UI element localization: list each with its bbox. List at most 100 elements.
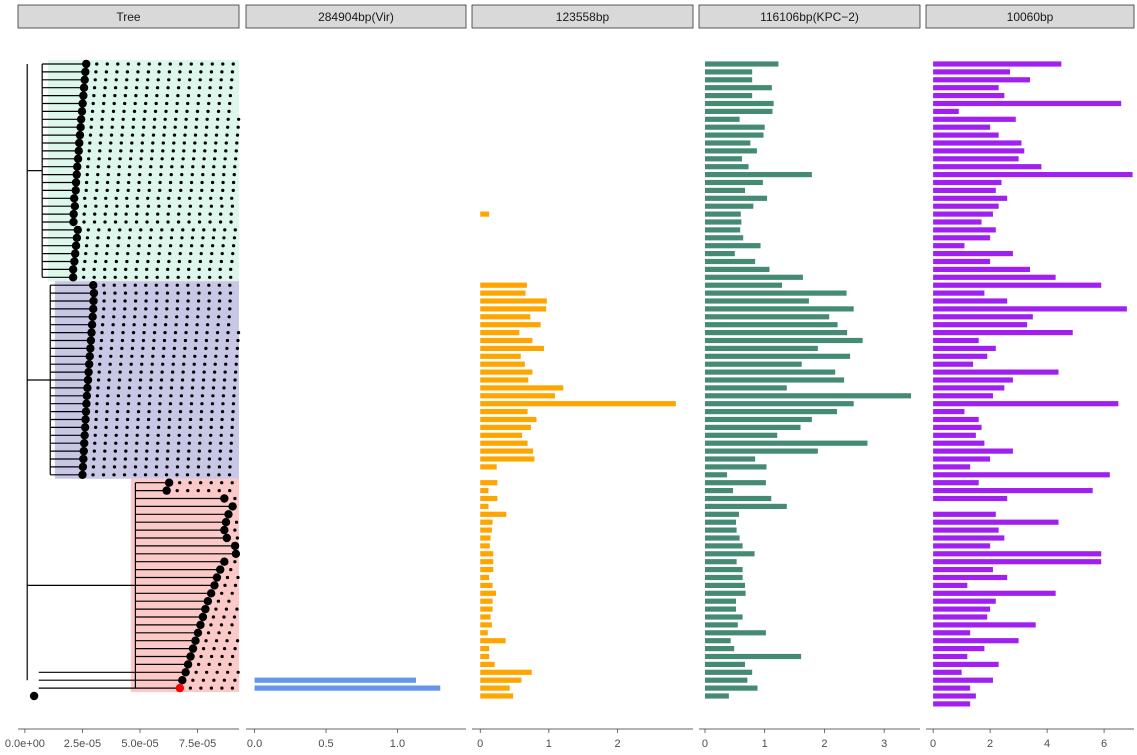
bar (933, 574, 1008, 581)
bar (480, 503, 489, 509)
bar (933, 535, 1005, 541)
bar (933, 298, 1008, 304)
bar (704, 598, 737, 604)
bar (704, 685, 758, 691)
tip-point (68, 265, 78, 274)
tip-point (81, 407, 91, 416)
bar (704, 409, 837, 415)
bar (933, 235, 991, 241)
x-tick-label: 0.5 (318, 738, 333, 750)
bar (933, 77, 1030, 83)
bar (480, 448, 534, 454)
tip-point (231, 549, 241, 558)
bar (933, 464, 971, 470)
bar (933, 551, 1102, 557)
tip-point (80, 75, 89, 85)
bar (704, 653, 802, 660)
tip-point (82, 59, 91, 69)
bar (933, 203, 999, 209)
bar (933, 164, 1042, 170)
bar (933, 424, 982, 430)
tip-point (78, 470, 87, 479)
bar (933, 243, 965, 249)
bar (933, 685, 971, 691)
bar (704, 227, 741, 233)
tip-point (83, 375, 93, 385)
bar (933, 495, 1008, 502)
bar (480, 574, 490, 581)
tip-point (86, 344, 95, 353)
tip-point (75, 138, 84, 148)
bar (480, 677, 522, 683)
bar (933, 614, 988, 620)
bar (933, 606, 991, 612)
tip-point (73, 154, 83, 163)
tip-point (79, 454, 88, 464)
bar (704, 393, 912, 399)
tip-point (29, 691, 39, 701)
bar (480, 401, 676, 407)
bar (704, 100, 774, 107)
bar (704, 282, 783, 288)
bar (704, 243, 761, 249)
tip-point (79, 446, 88, 456)
bar (933, 69, 1011, 75)
bar (480, 606, 493, 612)
tip-point (89, 281, 98, 290)
bar (480, 559, 494, 565)
bar (933, 353, 988, 359)
bar (933, 401, 1119, 407)
bar (480, 385, 564, 391)
bar (704, 322, 838, 328)
bar (480, 669, 532, 675)
bar-123558-panel: 0 1 2 (472, 211, 693, 750)
tip-point (89, 296, 98, 306)
bar (704, 448, 818, 454)
bar (704, 266, 770, 272)
bar (704, 108, 773, 114)
tip-point (76, 123, 85, 132)
bar (704, 179, 763, 186)
tip-point (224, 510, 233, 519)
bar (933, 116, 1016, 122)
tip-point (70, 249, 80, 258)
bar (480, 440, 528, 446)
tip-point (70, 202, 80, 211)
bar (933, 630, 971, 636)
bar (704, 693, 729, 699)
bar (704, 574, 743, 581)
tip-point (162, 486, 171, 495)
tip-point (201, 604, 210, 614)
strip-vir-title: 284904bp(Vir) (318, 10, 394, 24)
bar (480, 590, 497, 596)
tip-point (220, 525, 229, 535)
bar (933, 227, 996, 233)
tip-point (78, 462, 88, 472)
bar (704, 148, 757, 154)
bar (704, 440, 868, 446)
bar (480, 543, 490, 549)
bar (933, 156, 1019, 162)
x-tick-label: 0 (930, 738, 936, 750)
bar (704, 61, 779, 67)
tip-point (89, 304, 98, 314)
bar (933, 701, 971, 707)
bar (480, 511, 507, 517)
bar (704, 677, 748, 683)
bar (704, 416, 812, 423)
bar (480, 377, 529, 383)
bar (933, 148, 1025, 154)
bar (480, 622, 492, 628)
tip-point (89, 288, 99, 298)
bar (704, 464, 767, 470)
bar (480, 488, 489, 494)
bar (933, 622, 1036, 628)
bar-10060-panel: 0 2 4 6 (926, 61, 1134, 750)
bar (933, 416, 979, 423)
tip-point (164, 478, 174, 487)
tip-point (83, 383, 92, 393)
bar (704, 669, 753, 675)
bar (704, 85, 772, 91)
bar (704, 187, 745, 193)
bar (480, 582, 493, 588)
